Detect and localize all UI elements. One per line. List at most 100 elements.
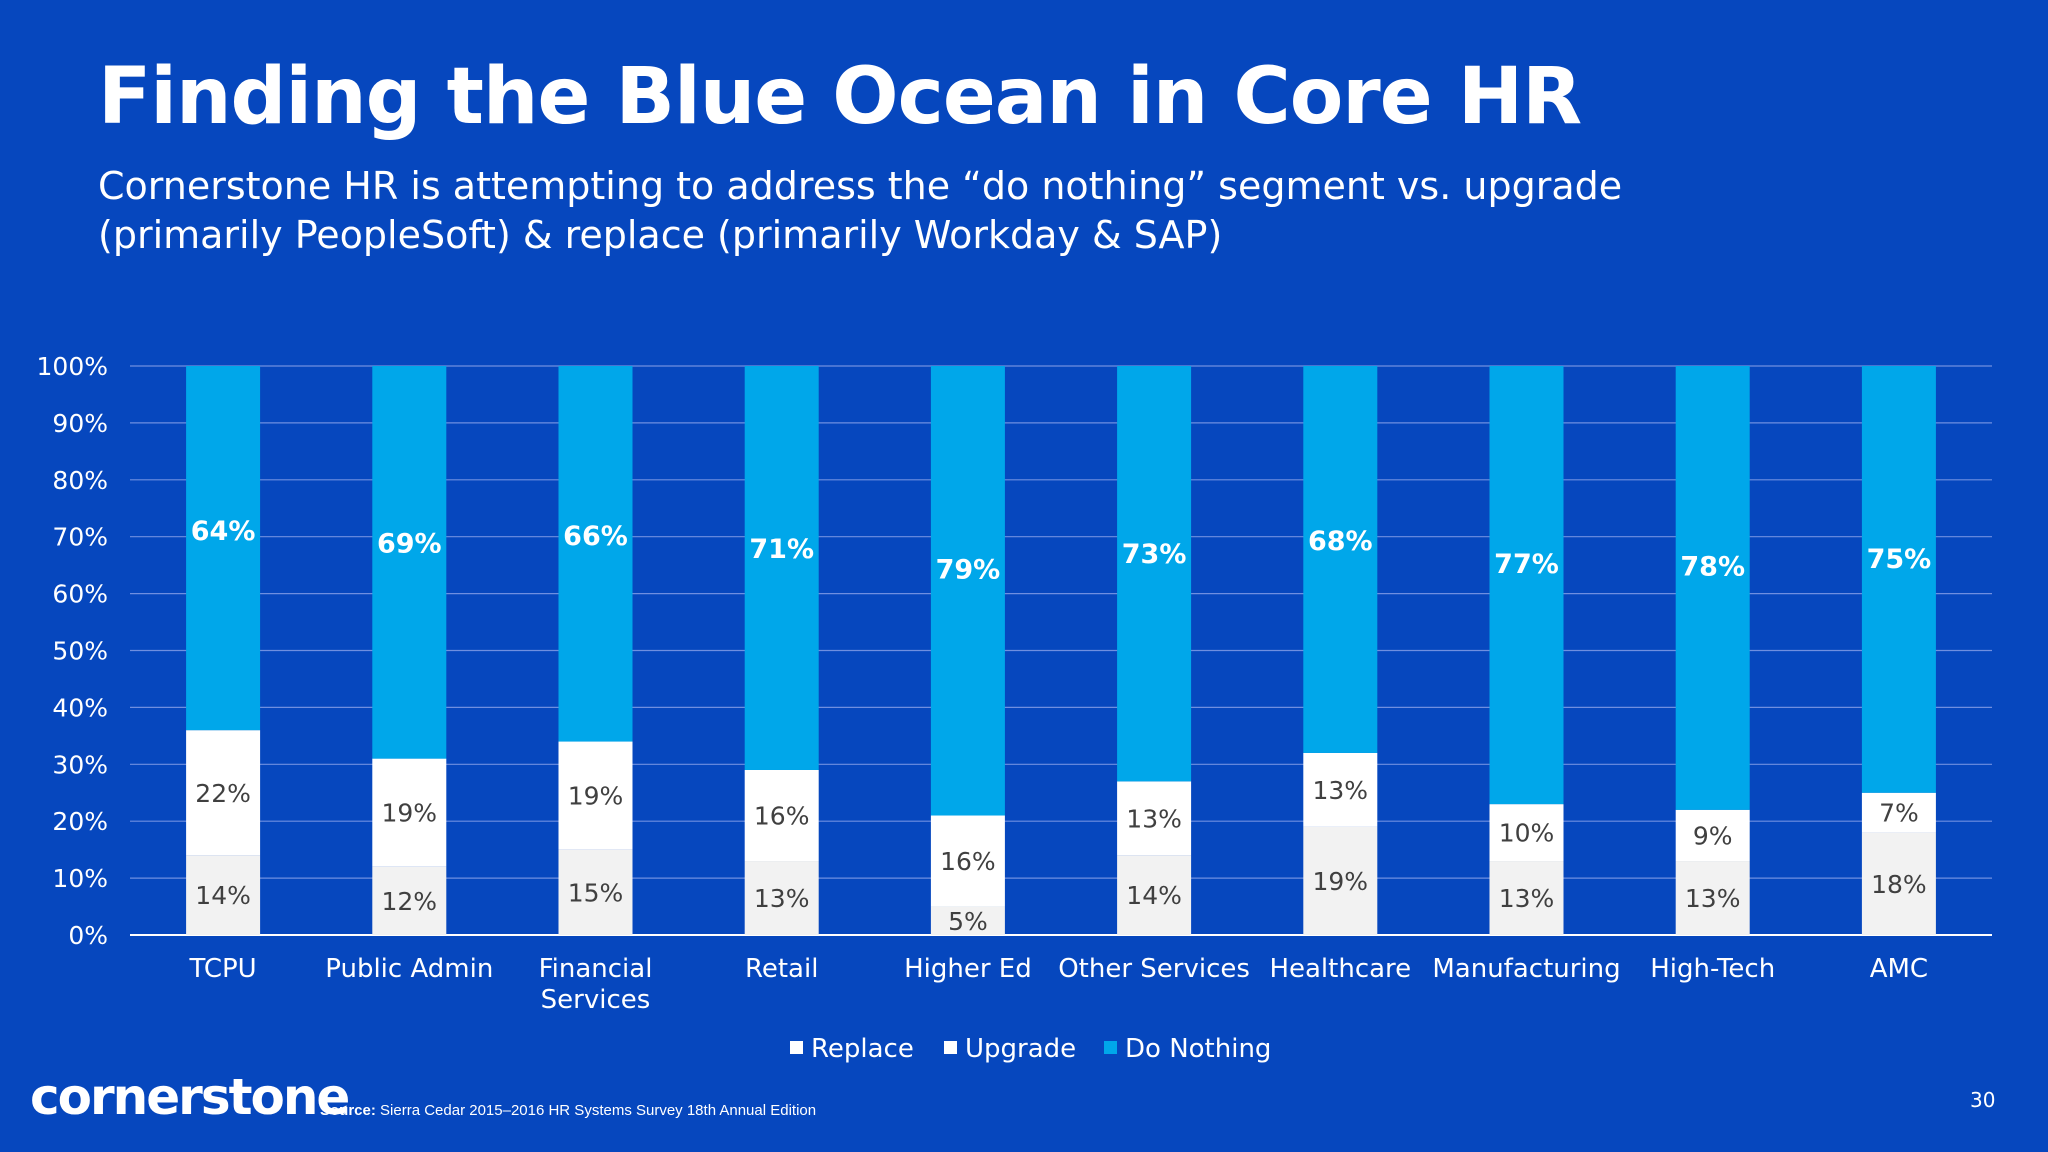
data-label-do-nothing: 77% — [1494, 549, 1559, 580]
x-category-label: Retail — [745, 954, 818, 984]
data-label-do-nothing: 69% — [377, 529, 442, 560]
bar-upgrade — [1303, 752, 1378, 827]
data-label-replace: 12% — [382, 887, 438, 916]
data-label-upgrade: 13% — [1126, 804, 1182, 833]
data-label-upgrade: 22% — [195, 779, 251, 808]
legend-label-replace: Replace — [811, 1034, 914, 1064]
bar-replace — [1861, 832, 1936, 935]
y-tick-label: 0% — [68, 921, 108, 950]
data-label-upgrade: 16% — [754, 802, 810, 831]
bar-replace — [1675, 861, 1750, 935]
data-label-upgrade: 13% — [1313, 776, 1369, 805]
x-category-label: Healthcare — [1269, 954, 1411, 984]
bar-do-nothing — [1117, 366, 1192, 782]
data-label-replace: 18% — [1871, 870, 1927, 899]
x-category-label: Other Services — [1058, 954, 1250, 984]
bar-do-nothing — [558, 366, 633, 742]
data-label-do-nothing: 64% — [191, 516, 256, 547]
bar-replace — [558, 849, 633, 935]
y-tick-label: 20% — [52, 807, 108, 836]
y-tick-label: 50% — [52, 637, 108, 666]
bar-upgrade — [744, 769, 819, 862]
bar-replace — [186, 855, 261, 935]
data-label-do-nothing: 71% — [749, 534, 814, 565]
bar-do-nothing — [1675, 366, 1750, 810]
legend-swatch-replace — [790, 1041, 803, 1054]
bar-do-nothing — [186, 366, 261, 731]
bar-upgrade — [1117, 781, 1192, 856]
data-label-replace: 19% — [1313, 867, 1369, 896]
data-label-replace: 13% — [754, 884, 810, 913]
source-text: Sierra Cedar 2015–2016 HR Systems Survey… — [375, 1102, 817, 1119]
data-label-replace: 13% — [1685, 884, 1741, 913]
data-label-replace: 15% — [568, 878, 624, 907]
y-tick-label: 80% — [52, 466, 108, 495]
x-category-label: High-Tech — [1650, 954, 1775, 984]
x-category-label: Manufacturing — [1432, 954, 1620, 984]
bar-replace — [372, 866, 447, 935]
y-tick-label: 40% — [52, 693, 108, 722]
bar-upgrade — [930, 815, 1005, 907]
legend-swatch-upgrade — [944, 1041, 957, 1054]
y-axis-tick-labels: 0% 10% 20% 30% 40% 50% 60% 70% 80% 90% 100% — [37, 352, 108, 950]
data-label-do-nothing: 73% — [1122, 539, 1187, 570]
data-label-do-nothing: 78% — [1680, 552, 1745, 583]
y-tick-label: 70% — [52, 523, 108, 552]
bar-replace — [1489, 861, 1564, 935]
y-tick-label: 100% — [37, 352, 108, 381]
x-category-label: TCPU — [188, 954, 256, 984]
bar-replace — [1303, 826, 1378, 935]
x-category-label: AMC — [1870, 954, 1928, 984]
bar-do-nothing — [372, 366, 447, 759]
bar-do-nothing — [1861, 366, 1936, 793]
bar-do-nothing — [1303, 366, 1378, 753]
y-tick-label: 10% — [52, 864, 108, 893]
bar-do-nothing — [930, 366, 1005, 816]
legend-label-upgrade: Upgrade — [965, 1034, 1076, 1064]
data-label-do-nothing: 79% — [936, 554, 1001, 585]
bar-upgrade — [1675, 809, 1750, 862]
data-label-upgrade: 7% — [1879, 799, 1919, 828]
slide-title: Finding the Blue Ocean in Core HR — [98, 52, 1582, 142]
x-category-label: Higher Ed — [904, 954, 1032, 984]
chart-bars — [186, 366, 1936, 935]
bar-upgrade — [558, 741, 633, 850]
data-label-upgrade: 19% — [568, 782, 624, 811]
bar-upgrade — [1489, 804, 1564, 862]
bar-do-nothing — [1489, 366, 1564, 805]
data-label-upgrade: 19% — [382, 799, 438, 828]
source-note: Source: Sierra Cedar 2015–2016 HR System… — [320, 1102, 816, 1119]
bar-replace — [744, 861, 819, 935]
bar-replace — [1117, 855, 1192, 935]
y-tick-label: 90% — [52, 409, 108, 438]
x-category-label: Services — [541, 985, 651, 1015]
x-category-label: Public Admin — [325, 954, 493, 984]
data-label-do-nothing: 66% — [563, 521, 628, 552]
chart-legend: Replace Upgrade Do Nothing — [790, 1034, 1271, 1064]
bar-upgrade — [1861, 792, 1936, 833]
data-label-upgrade: 10% — [1499, 819, 1555, 848]
data-label-do-nothing: 75% — [1867, 544, 1932, 575]
bar-upgrade — [372, 758, 447, 867]
data-label-upgrade: 9% — [1693, 821, 1733, 850]
slide-subtitle: Cornerstone HR is attempting to address … — [98, 164, 1623, 257]
y-tick-label: 60% — [52, 580, 108, 609]
bar-replace — [930, 906, 1005, 935]
y-tick-label: 30% — [52, 750, 108, 779]
data-label-replace: 13% — [1499, 884, 1555, 913]
data-label-replace: 14% — [195, 881, 251, 910]
bar-upgrade — [186, 730, 261, 856]
bar-do-nothing — [744, 366, 819, 770]
data-label-replace: 14% — [1126, 881, 1182, 910]
data-label-upgrade: 16% — [940, 847, 996, 876]
legend-label-do-nothing: Do Nothing — [1125, 1034, 1271, 1064]
data-label-do-nothing: 68% — [1308, 526, 1373, 557]
source-label: Source: — [320, 1102, 376, 1119]
chart-data-labels: 14% 22% 64% 12% 19% 69% 15% 19% 66% 13% 16% 71% 5% 16… — [191, 516, 1931, 936]
x-category-label: Financial — [539, 954, 653, 984]
cornerstone-logo: cornerstone — [30, 1068, 350, 1126]
page-number: 30 — [1970, 1088, 1996, 1112]
data-label-replace: 5% — [948, 907, 988, 936]
